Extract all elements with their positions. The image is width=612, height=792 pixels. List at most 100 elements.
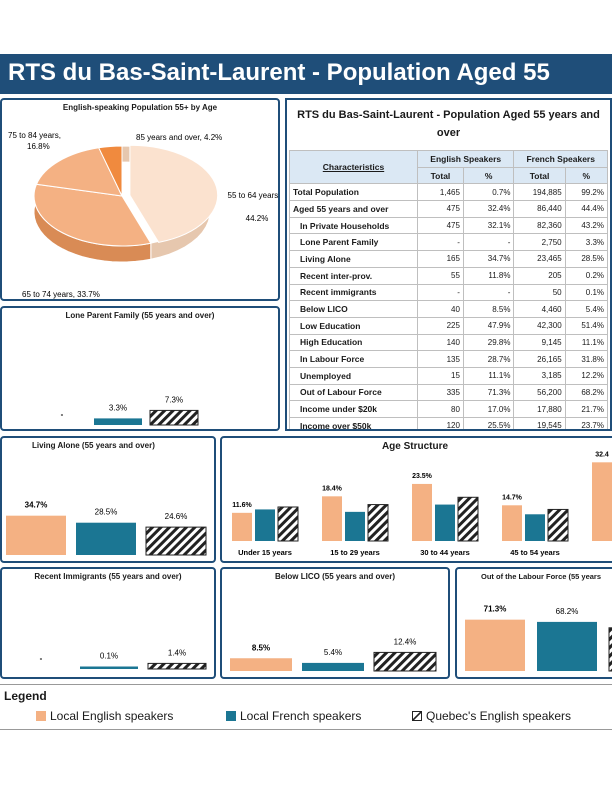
cell-fr-pct: 51.4% — [564, 316, 609, 335]
age-category-label: 45 to 54 years — [510, 548, 560, 557]
table-row: Out of Labour Force 335 71.3% 56,200 68.2% — [289, 383, 609, 402]
living-alone-panel: Living Alone (55 years and over) 34.7% 28… — [0, 436, 216, 563]
cell-en-pct: 34.7% — [462, 250, 515, 268]
age-bar-quebec — [277, 506, 299, 542]
bar-french — [94, 418, 142, 425]
cell-label: High Education — [289, 333, 418, 352]
table-row: Lone Parent Family - -2,750 3.3% — [289, 233, 609, 252]
table-row: In Labour Force 135 28.7% 26,165 31.8% — [289, 350, 609, 368]
cell-en-total: 80 — [417, 400, 464, 418]
cell-fr-pct: 68.2% — [564, 383, 609, 402]
cell-en-total: 55 — [417, 266, 464, 285]
cell-en-total: 140 — [417, 333, 464, 352]
cell-en-pct: 71.3% — [462, 383, 515, 402]
cell-label: Unemployed — [289, 366, 418, 385]
age-bar-label: 32.4 — [595, 451, 609, 458]
age-bar-english — [232, 512, 252, 541]
age-bar-english — [592, 462, 612, 541]
legend-title: Legend — [4, 689, 47, 703]
cell-label: Out of Labour Force — [289, 383, 418, 402]
bar-label-french: 0.1% — [100, 652, 118, 661]
cell-label: Lone Parent Family — [289, 233, 418, 252]
english-swatch — [36, 711, 46, 721]
bar-label-quebec: 12.4% — [394, 637, 417, 646]
pie-pct-75-84: 16.8% — [27, 142, 50, 151]
bar-french — [76, 522, 136, 555]
pie-label-55-64: 55 to 64 years, — [228, 191, 278, 200]
age-bar-french — [525, 514, 545, 541]
characteristics-table: Characteristics English Speakers French … — [289, 149, 609, 429]
age-bar-french — [345, 511, 365, 541]
bar-quebec — [373, 651, 437, 672]
cell-fr-total: 26,165 — [513, 350, 566, 368]
cell-fr-total: 3,185 — [513, 366, 566, 385]
cell-fr-pct: 0.2% — [564, 266, 609, 285]
lone-parent-chart: - 3.3% 7.3% — [61, 395, 199, 426]
table-row: Aged 55 years and over 475 32.4% 86,440 44.4… — [289, 200, 609, 218]
pie-slice — [35, 147, 123, 197]
age-bar-quebec — [547, 508, 569, 542]
pie-label-65-74: 65 to 74 years, 33.7% — [22, 290, 100, 299]
bar-quebec — [147, 662, 207, 670]
cell-en-pct: 28.7% — [462, 350, 515, 368]
bar-quebec — [608, 627, 612, 672]
pie-slice — [33, 183, 152, 247]
cell-fr-total: 205 — [513, 266, 566, 285]
col-characteristics: Characteristics — [289, 149, 418, 185]
cell-fr-total: 19,545 — [513, 417, 566, 429]
cell-label: Aged 55 years and over — [289, 200, 418, 218]
col-english: English Speakers — [416, 150, 515, 168]
cell-en-total: 225 — [417, 316, 464, 335]
cell-fr-total: 23,465 — [513, 250, 566, 268]
recent-immigrants-panel: Recent Immigrants (55 years and over) - 0… — [0, 567, 216, 679]
sub-en-pct: % — [462, 166, 515, 185]
cell-fr-total: 194,885 — [513, 183, 566, 202]
cell-label: In Private Households — [289, 216, 418, 235]
cell-label: Low Education — [289, 316, 418, 335]
bar-french — [537, 621, 597, 671]
cell-fr-pct: 3.3% — [564, 233, 609, 252]
cell-fr-total: 9,145 — [513, 333, 566, 352]
bar-label-french: 28.5% — [95, 508, 118, 517]
below-lico-title: Below LICO (55 years and over) — [274, 572, 396, 581]
bar-label-english: 8.5% — [252, 643, 270, 652]
legend-french: Local French speakers — [226, 709, 361, 723]
age-bar-quebec — [367, 504, 389, 542]
cell-en-total: 165 — [417, 250, 464, 268]
below-lico-panel: Below LICO (55 years and over) 8.5% 5.4% 1… — [220, 567, 450, 679]
legend-quebec: Quebec's English speakers — [412, 709, 571, 723]
bar-label-english: - — [61, 410, 64, 419]
age-bar-french — [255, 509, 275, 541]
legend-french-label: Local French speakers — [240, 709, 362, 723]
table-row: Income under $20k 80 17.0% 17,880 21.7% — [289, 400, 609, 418]
cell-en-total: - — [417, 233, 464, 252]
cell-fr-pct: 43.2% — [564, 216, 609, 235]
cell-en-pct: 32.1% — [462, 216, 515, 235]
table-title: RTS du Bas-Saint-Laurent - Population Ag… — [297, 109, 600, 139]
age-category-label: 30 to 44 years — [420, 548, 470, 557]
cell-fr-pct: 5.4% — [564, 300, 609, 318]
characteristics-table-panel: RTS du Bas-Saint-Laurent - Population Ag… — [285, 98, 612, 431]
cell-en-pct: 25.5% — [462, 417, 515, 429]
cell-fr-total: 82,360 — [513, 216, 566, 235]
age-category-label: Under 15 years — [238, 548, 292, 557]
cell-fr-pct: 0.1% — [564, 283, 609, 302]
cell-en-total: 135 — [417, 350, 464, 368]
cell-fr-pct: 21.7% — [564, 400, 609, 418]
cell-en-pct: - — [462, 283, 515, 302]
sub-fr-total: Total — [513, 166, 566, 185]
bar-label-french: 5.4% — [324, 648, 342, 657]
cell-fr-pct: 12.2% — [564, 366, 609, 385]
age-bar-label: 14.7% — [502, 494, 523, 501]
cell-label: In Labour Force — [289, 350, 418, 368]
bar-french — [302, 662, 364, 671]
bar-english — [230, 658, 292, 671]
cell-en-pct: 17.0% — [462, 400, 515, 418]
age-bar-label: 11.6% — [232, 502, 252, 509]
living-alone-chart: 34.7% 28.5% 24.6% — [6, 501, 207, 556]
bar-label-english: - — [40, 654, 43, 663]
cell-en-pct: 0.7% — [462, 183, 515, 202]
cell-fr-total: 2,750 — [513, 233, 566, 252]
table-row: Total Population 1,465 0.7% 194,885 99.2% — [289, 183, 609, 202]
recent-immigrants-chart: - 0.1% 1.4% — [40, 648, 207, 670]
